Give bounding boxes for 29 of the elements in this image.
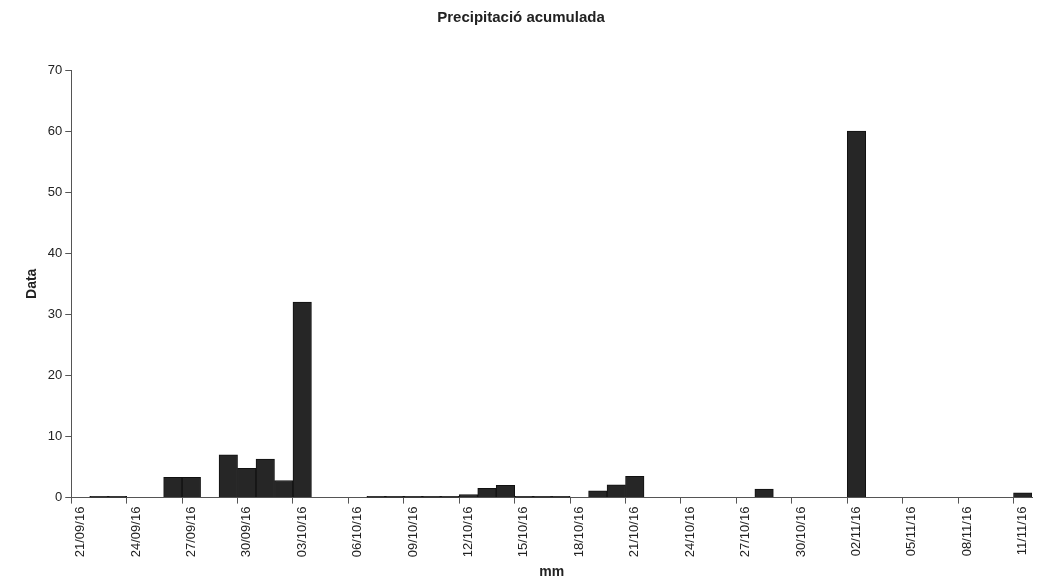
x-tick-label: 15/10/16	[515, 506, 531, 558]
x-axis-title: mm	[539, 563, 565, 580]
y-tick-label: 10	[47, 428, 63, 444]
x-tick-label: 24/10/16	[681, 506, 697, 558]
x-tick-label: 27/09/16	[182, 506, 198, 558]
y-tick-label: 30	[47, 305, 63, 321]
y-axis-title: Data	[23, 268, 40, 299]
x-tick-label: 11/11/16	[1014, 506, 1030, 556]
y-tick-label: 50	[47, 183, 63, 199]
chart-title: Precipitació acumulada	[436, 8, 606, 25]
x-tick-label: 18/10/16	[570, 506, 586, 558]
x-tick-label: 08/11/16	[958, 506, 974, 557]
y-tick-label: 40	[47, 244, 63, 260]
x-tick-label: 27/10/16	[737, 506, 753, 558]
x-tick-label: 30/09/16	[238, 506, 254, 558]
x-tick-label: 24/09/16	[127, 506, 143, 558]
x-tick-label: 09/10/16	[404, 506, 420, 558]
y-tick-label: 70	[47, 61, 63, 77]
x-tick-label: 03/10/16	[293, 506, 309, 558]
x-tick-label: 21/09/16	[72, 506, 88, 558]
x-tick-label: 02/11/16	[848, 506, 864, 557]
y-tick-label: 60	[47, 122, 63, 138]
y-tick-label: 20	[47, 367, 63, 382]
x-tick-label: 12/10/16	[460, 506, 476, 558]
x-tick-label: 21/10/16	[626, 506, 642, 558]
x-tick-label: 06/10/16	[349, 506, 365, 558]
x-tick-label: 05/11/16	[903, 506, 919, 557]
y-tick-label: 0	[55, 489, 63, 505]
x-tick-label: 30/10/16	[792, 506, 808, 558]
